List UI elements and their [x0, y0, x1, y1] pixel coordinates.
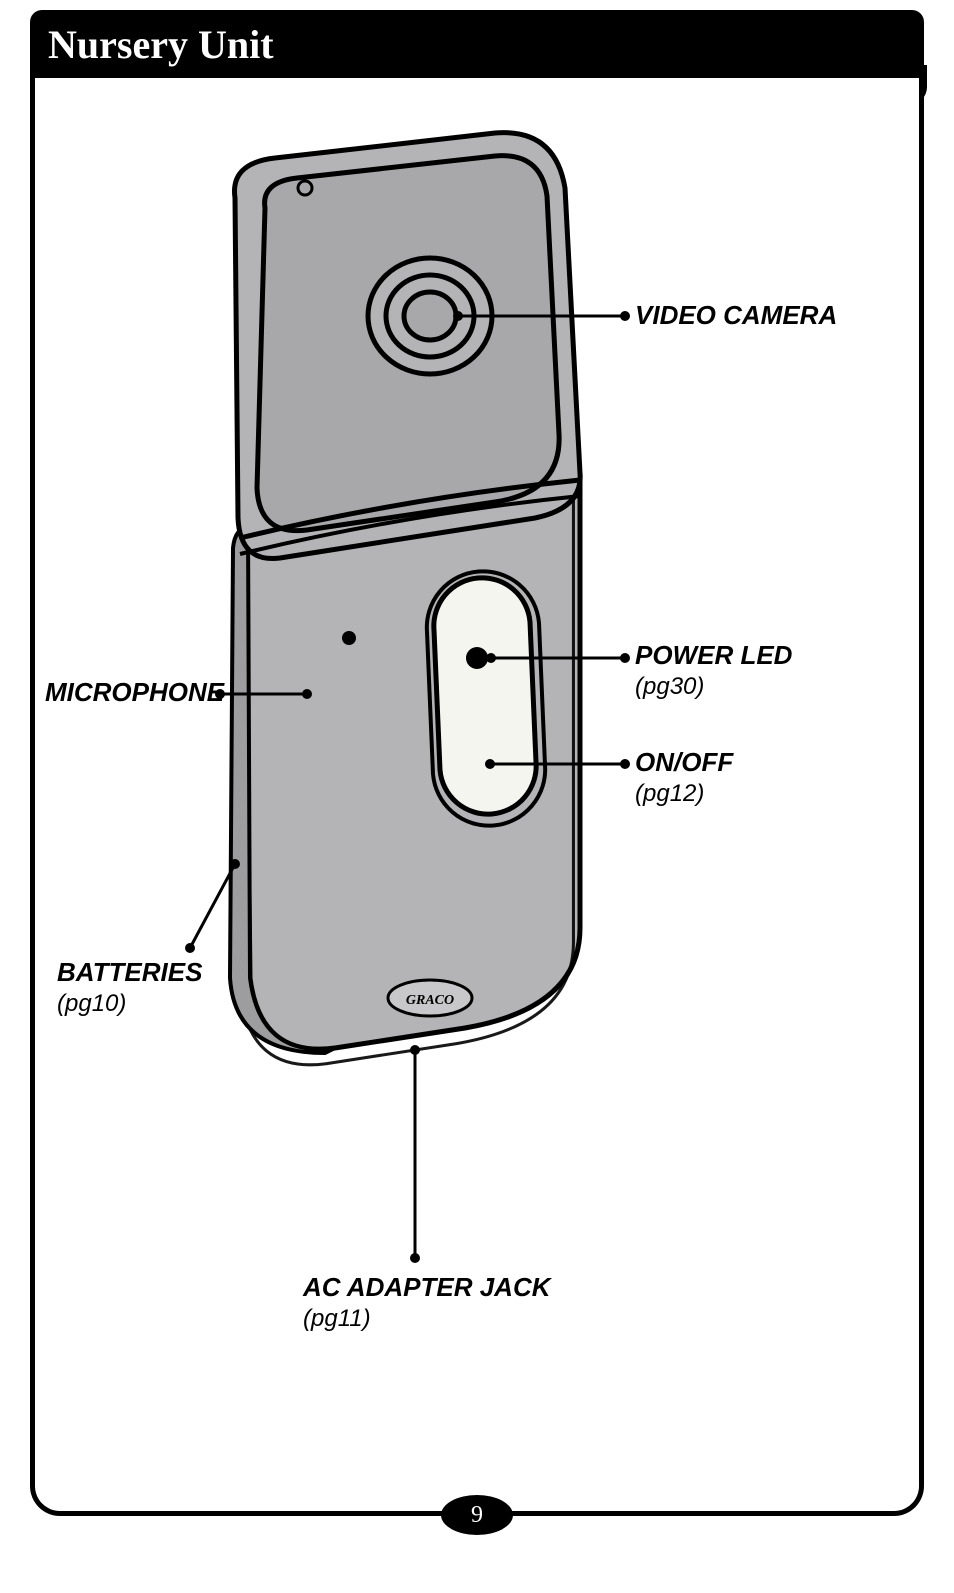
content-frame: GRACO	[30, 78, 924, 1516]
label-pageref: (pg10)	[57, 990, 126, 1017]
label-pageref: (pg11)	[303, 1305, 371, 1332]
label-pageref: (pg12)	[635, 780, 704, 807]
label-text: VIDEO CAMERA	[635, 300, 837, 330]
header-bar: Nursery Unit	[30, 10, 924, 78]
label-text: BATTERIES	[57, 957, 202, 987]
label-video-camera: VIDEO CAMERA	[635, 301, 837, 331]
page-number-badge: 9	[441, 1495, 513, 1535]
label-pageref: (pg30)	[635, 673, 704, 700]
label-on-off: ON/OFF (pg12)	[635, 748, 733, 808]
page-title: Nursery Unit	[48, 21, 274, 68]
label-ac-adapter: AC ADAPTER JACK (pg11)	[303, 1273, 551, 1333]
brand-label: GRACO	[406, 993, 454, 1008]
label-text: ON/OFF	[635, 747, 733, 777]
page-number: 9	[471, 1502, 483, 1529]
label-text: POWER LED	[635, 640, 792, 670]
label-batteries: BATTERIES (pg10)	[57, 958, 202, 1018]
label-text: MICROPHONE	[45, 677, 224, 707]
label-power-led: POWER LED (pg30)	[635, 641, 792, 701]
label-microphone: MICROPHONE	[45, 678, 215, 708]
manual-page: Nursery Unit	[30, 10, 924, 1530]
label-text: AC ADAPTER JACK	[303, 1272, 551, 1302]
